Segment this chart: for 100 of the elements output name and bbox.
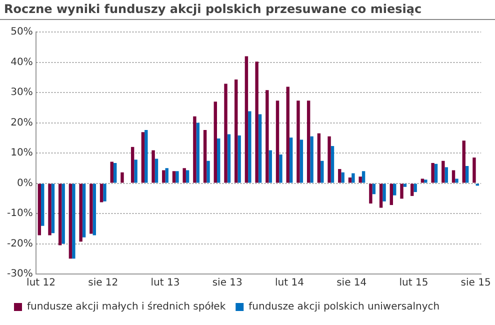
bar	[134, 160, 138, 183]
bar	[320, 160, 324, 183]
bar	[214, 102, 218, 183]
bar	[410, 184, 414, 196]
bar	[300, 140, 304, 183]
bar	[289, 138, 293, 183]
bar	[162, 170, 166, 183]
bar	[400, 184, 404, 199]
y-tick-label: 10%	[10, 148, 33, 159]
bar	[330, 146, 334, 183]
x-tick-label: sie 13	[212, 278, 242, 289]
bar	[442, 160, 445, 183]
bar	[362, 171, 366, 183]
bar	[255, 62, 258, 183]
bar	[382, 184, 386, 202]
bar	[306, 100, 310, 183]
y-tick-label: -10%	[6, 208, 33, 220]
bar	[424, 180, 428, 183]
y-tick-label: -30%	[6, 268, 33, 280]
bar	[72, 184, 76, 259]
bar	[203, 130, 207, 183]
bar	[472, 158, 476, 183]
bar	[379, 184, 383, 208]
bar	[338, 169, 342, 183]
bar	[227, 134, 231, 183]
bar	[103, 184, 106, 202]
bar	[286, 86, 290, 183]
bar	[38, 184, 42, 236]
bar	[369, 184, 372, 204]
bar	[248, 111, 252, 183]
bar	[352, 173, 355, 183]
bar	[58, 184, 62, 246]
y-tick-label: 50%	[10, 26, 33, 38]
bar	[341, 172, 344, 183]
bar	[196, 122, 200, 183]
y-tick-label: 20%	[10, 117, 33, 128]
y-tick-label: 0%	[16, 178, 33, 189]
bar	[434, 164, 438, 183]
bar	[420, 178, 424, 183]
bar	[372, 184, 376, 194]
bar	[276, 100, 280, 183]
bar	[51, 184, 55, 234]
bar	[165, 168, 168, 183]
x-tick-label: sie 15	[460, 278, 491, 289]
bar	[268, 150, 272, 183]
bar	[82, 184, 86, 238]
legend-label: fundusze akcji małych i średnich spółek	[27, 300, 226, 313]
bar	[317, 133, 321, 183]
bar	[68, 184, 72, 259]
bar	[348, 178, 352, 183]
x-tick-label: lut 13	[150, 278, 180, 289]
bar	[90, 184, 93, 234]
bar	[186, 170, 190, 183]
bar	[452, 170, 456, 183]
bar	[393, 184, 396, 196]
chart-title: Roczne wyniki funduszy akcji polskich przesuwane co miesiąc	[0, 0, 495, 20]
bar	[172, 171, 176, 183]
bar	[79, 184, 82, 242]
bar	[92, 184, 96, 236]
bar	[310, 136, 314, 183]
bar	[182, 168, 186, 183]
bar	[238, 135, 241, 183]
bar	[120, 172, 124, 183]
bar	[62, 184, 65, 244]
bar	[358, 176, 362, 183]
bar	[462, 140, 466, 183]
bar	[113, 162, 117, 183]
legend-label: fundusze akcji polskich uniwersalnych	[248, 302, 440, 313]
y-tick-label: 40%	[10, 56, 33, 68]
bar	[258, 114, 262, 183]
bar	[130, 146, 134, 183]
bar	[152, 150, 155, 183]
bar	[100, 184, 104, 202]
bar	[465, 166, 469, 183]
bar	[224, 84, 228, 183]
bar	[279, 154, 282, 183]
bar	[206, 160, 210, 183]
bar	[328, 136, 331, 183]
bar	[414, 184, 417, 192]
bar	[176, 171, 179, 183]
bar	[296, 100, 300, 183]
x-tick-label: lut 12	[26, 278, 56, 289]
bar	[110, 162, 114, 183]
bar	[41, 184, 44, 226]
bar	[390, 184, 394, 206]
bar	[48, 184, 52, 236]
y-tick-label: -20%	[6, 238, 33, 250]
x-tick-label: lut 14	[275, 278, 304, 289]
bar	[444, 167, 448, 183]
bar	[193, 116, 196, 183]
x-tick-label: sie 12	[88, 278, 118, 289]
bar	[403, 184, 407, 187]
x-tick-label: lut 15	[399, 278, 428, 289]
bar	[141, 132, 145, 183]
bar	[244, 56, 248, 183]
bar	[217, 138, 220, 183]
bar	[234, 79, 238, 183]
bar	[266, 90, 269, 183]
bar	[144, 130, 148, 183]
y-tick-label: 30%	[10, 87, 33, 98]
